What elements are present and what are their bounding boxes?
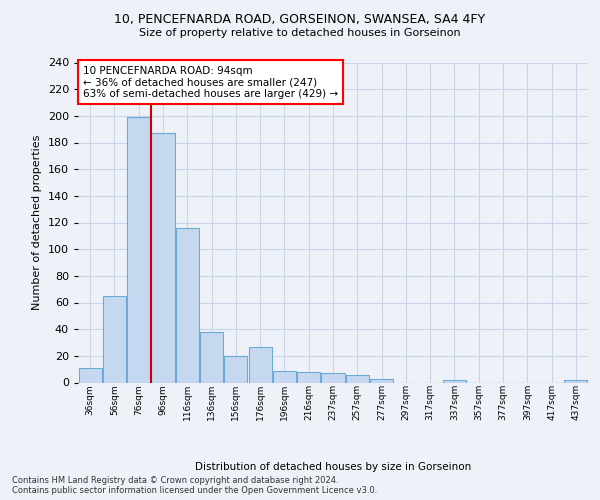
Bar — [127, 117, 150, 382]
Bar — [248, 346, 272, 382]
Bar — [200, 332, 223, 382]
Text: 10 PENCEFNARDA ROAD: 94sqm
← 36% of detached houses are smaller (247)
63% of sem: 10 PENCEFNARDA ROAD: 94sqm ← 36% of deta… — [83, 66, 338, 99]
Bar — [370, 378, 393, 382]
Bar — [297, 372, 320, 382]
Bar — [273, 370, 296, 382]
Bar — [151, 133, 175, 382]
Bar — [565, 380, 587, 382]
Bar — [346, 374, 369, 382]
Y-axis label: Number of detached properties: Number of detached properties — [32, 135, 42, 310]
Bar — [322, 373, 344, 382]
Text: Contains public sector information licensed under the Open Government Licence v3: Contains public sector information licen… — [12, 486, 377, 495]
Bar — [224, 356, 247, 382]
Bar — [443, 380, 466, 382]
Text: 10, PENCEFNARDA ROAD, GORSEINON, SWANSEA, SA4 4FY: 10, PENCEFNARDA ROAD, GORSEINON, SWANSEA… — [115, 12, 485, 26]
Bar — [79, 368, 101, 382]
Bar — [103, 296, 126, 382]
Text: Size of property relative to detached houses in Gorseinon: Size of property relative to detached ho… — [139, 28, 461, 38]
Text: Contains HM Land Registry data © Crown copyright and database right 2024.: Contains HM Land Registry data © Crown c… — [12, 476, 338, 485]
Text: Distribution of detached houses by size in Gorseinon: Distribution of detached houses by size … — [195, 462, 471, 472]
Bar — [176, 228, 199, 382]
